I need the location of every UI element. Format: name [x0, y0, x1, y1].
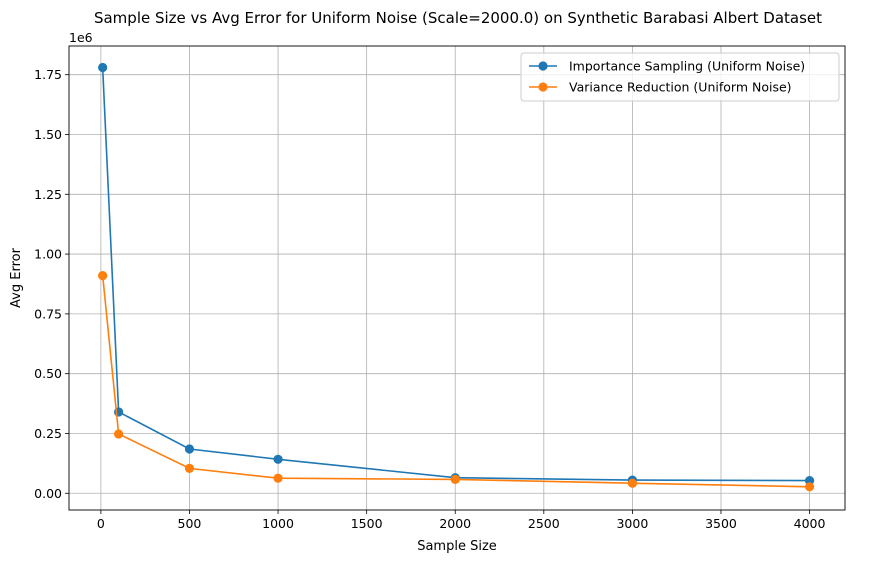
- series-2: [98, 271, 815, 492]
- x-tick-label: 4000: [794, 516, 826, 531]
- x-tick-label: 3000: [616, 516, 648, 531]
- plot-frame: [68, 45, 846, 511]
- x-axis: 0 500 1000 1500 2000 2500 3000 3500 4000: [97, 510, 826, 531]
- legend-label: Importance Sampling (Uniform Noise): [569, 59, 805, 74]
- y-tick-label: 0.75: [34, 306, 62, 321]
- data-point: [273, 454, 283, 464]
- data-point: [114, 429, 124, 439]
- data-point: [804, 482, 815, 492]
- data-point: [184, 463, 195, 473]
- y-offset-label: 1e6: [69, 30, 93, 45]
- y-tick-label: 0.50: [34, 366, 62, 381]
- data-point: [450, 474, 460, 484]
- x-tick-label: 500: [178, 516, 202, 531]
- y-tick-label: 1.75: [34, 67, 62, 82]
- y-tick-label: 1.50: [34, 127, 62, 142]
- data-point: [273, 473, 283, 483]
- y-axis-label: Avg Error: [9, 247, 24, 308]
- x-tick-label: 2000: [439, 516, 471, 531]
- x-tick-label: 3500: [705, 516, 737, 531]
- x-tick-label: 1500: [351, 516, 383, 531]
- legend-box: [520, 52, 840, 102]
- x-tick-label: 1000: [262, 516, 294, 531]
- data-point: [98, 271, 108, 281]
- data-point: [184, 444, 195, 454]
- legend-marker: [538, 82, 548, 92]
- chart-title: Sample Size vs Avg Error for Uniform Noi…: [94, 9, 822, 27]
- x-tick-label: 0: [97, 516, 105, 531]
- series-layer: [98, 62, 815, 492]
- x-axis-label: Sample Size: [417, 539, 497, 554]
- data-point: [627, 478, 637, 488]
- y-tick-label: 1.00: [34, 247, 62, 262]
- legend: Importance Sampling (Uniform Noise) Varia…: [520, 52, 840, 102]
- legend-marker: [538, 61, 548, 71]
- y-tick-label: 0.25: [34, 426, 62, 441]
- x-tick-label: 2500: [528, 516, 560, 531]
- y-axis: 0.00 0.25 0.50 0.75 1.00 1.25 1.50 1.75: [34, 67, 69, 501]
- y-tick-label: 0.00: [34, 486, 62, 501]
- legend-label: Variance Reduction (Uniform Noise): [569, 80, 792, 95]
- data-point: [98, 62, 108, 73]
- grid: [69, 46, 845, 510]
- y-tick-label: 1.25: [34, 187, 62, 202]
